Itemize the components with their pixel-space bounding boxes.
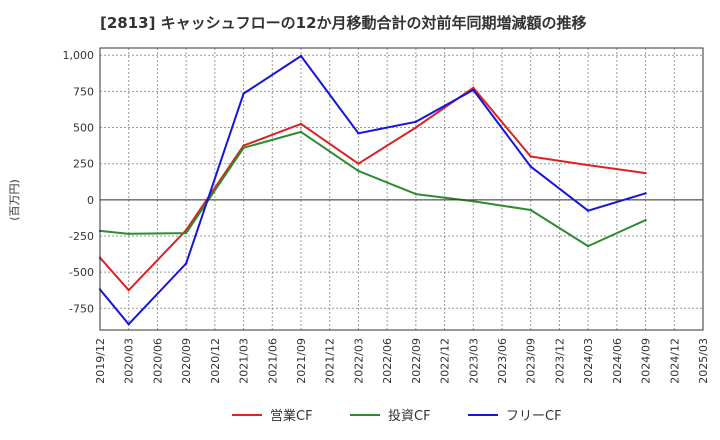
data-point [357, 132, 360, 135]
data-point [529, 165, 532, 168]
data-point [242, 146, 245, 149]
x-tick-label: 2023/06 [496, 338, 509, 384]
x-tick-label: 2021/12 [324, 338, 337, 384]
data-point [357, 169, 360, 173]
y-tick-label: -500 [69, 266, 94, 279]
x-tick-label: 2024/12 [668, 338, 681, 384]
data-point [127, 232, 130, 236]
y-tick-label: -750 [69, 302, 94, 315]
y-tick-label: 750 [73, 85, 94, 98]
x-tick-labels: 2019/12 2020/03 2020/06 2020/09 2020/12 2021/… [94, 338, 710, 384]
data-point [529, 208, 532, 212]
data-point [414, 192, 418, 196]
data-point [586, 244, 590, 248]
data-point [472, 88, 475, 92]
series-line-1 [99, 130, 647, 248]
x-tick-label: 2022/06 [381, 338, 394, 384]
data-point [586, 163, 590, 167]
data-point [472, 86, 475, 89]
chart-title: [2813] キャッシュフローの12か月移動合計の対前年同期増減額の推移 [100, 14, 587, 32]
x-tick-label: 2023/03 [467, 338, 480, 384]
y-tick-label: 500 [73, 122, 94, 135]
y-tick-labels: 1,000 750 500 250 0 -250 -500 -750 [63, 49, 95, 315]
x-tick-label: 2024/09 [640, 338, 653, 384]
y-axis-label: (百万円) [8, 179, 21, 221]
data-point [127, 323, 130, 326]
legend-label: フリーCF [506, 409, 562, 424]
y-tick-label: 1,000 [63, 49, 95, 62]
legend-label: 営業CF [270, 408, 313, 424]
x-tick-label: 2020/03 [123, 338, 136, 384]
legend-label: 投資CF [388, 408, 431, 424]
x-tick-label: 2025/03 [697, 338, 710, 384]
x-tick-label: 2022/09 [410, 338, 423, 384]
x-tick-label: 2023/12 [553, 338, 566, 384]
data-point [184, 231, 188, 235]
x-tick-label: 2019/12 [94, 338, 107, 384]
x-tick-label: 2021/03 [238, 338, 251, 384]
x-tick-label: 2020/09 [180, 338, 193, 384]
data-point [242, 144, 245, 147]
data-point [644, 171, 647, 175]
x-tick-label: 2022/12 [439, 338, 452, 384]
y-tick-label: 250 [73, 158, 94, 171]
x-tick-label: 2021/06 [266, 338, 279, 384]
data-point [414, 126, 418, 129]
data-point [529, 155, 532, 158]
data-point [184, 262, 188, 265]
data-point [299, 54, 303, 58]
data-point [472, 200, 475, 203]
y-tick-label: 0 [87, 194, 94, 207]
data-point [357, 162, 360, 165]
x-tick-label: 2024/06 [611, 338, 624, 384]
data-point [586, 209, 590, 212]
series-line-0 [99, 86, 646, 292]
legend: 営業CF 投資CF フリーCF [232, 408, 562, 424]
series-line-2 [99, 55, 646, 326]
x-tick-label: 2022/03 [352, 338, 365, 384]
x-tick-label: 2023/09 [525, 338, 538, 384]
data-point [299, 130, 303, 134]
series-lines [98, 54, 647, 326]
x-tick-label: 2020/06 [151, 338, 164, 384]
data-point [414, 120, 418, 123]
data-point [127, 289, 130, 292]
axes [99, 47, 704, 331]
y-tick-label: -250 [69, 230, 94, 243]
data-point [299, 122, 303, 126]
data-point [242, 92, 245, 95]
x-tick-label: 2024/03 [582, 338, 595, 384]
x-tick-label: 2021/09 [295, 338, 308, 384]
data-point [644, 218, 647, 222]
plot-border [99, 47, 704, 331]
data-point [644, 192, 647, 195]
x-tick-label: 2020/12 [209, 338, 222, 384]
